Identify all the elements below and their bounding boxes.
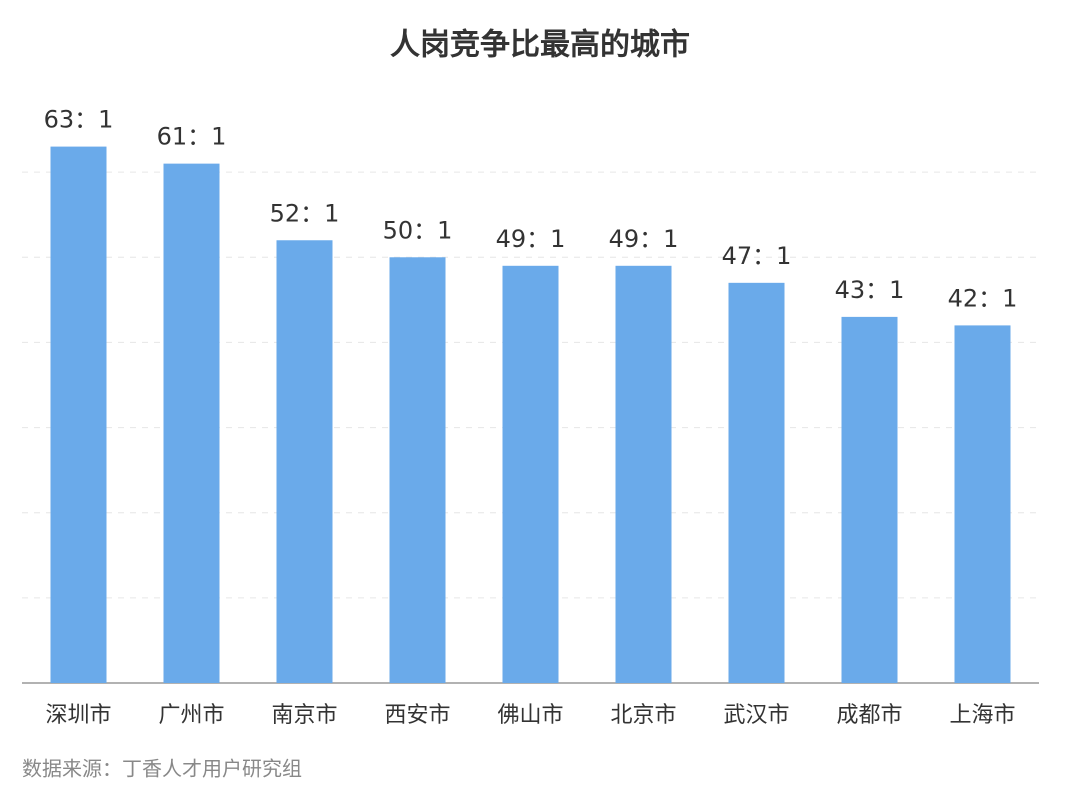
bar — [50, 146, 107, 684]
value-label: 52：1 — [270, 199, 340, 227]
x-tick-label: 佛山市 — [497, 703, 563, 728]
x-tick-label: 南京市 — [271, 703, 337, 728]
bar — [954, 325, 1011, 683]
x-tick-label: 广州市 — [158, 703, 224, 728]
value-label: 49：1 — [609, 225, 679, 253]
value-label: 50：1 — [383, 216, 453, 244]
value-label: 63：1 — [44, 106, 114, 134]
bar — [276, 240, 333, 683]
x-tick-label: 武汉市 — [723, 703, 789, 728]
value-label: 43：1 — [835, 276, 905, 304]
source-note: 数据来源：丁香人才用户研究组 — [22, 757, 302, 781]
bar — [841, 316, 898, 683]
x-tick-label: 成都市 — [836, 703, 902, 728]
value-label: 49：1 — [496, 225, 566, 253]
x-tick-label: 西安市 — [384, 703, 450, 728]
bar — [728, 282, 785, 683]
x-tick-label: 上海市 — [949, 703, 1015, 728]
value-label: 47：1 — [722, 242, 792, 270]
bar — [615, 265, 672, 683]
bar — [163, 163, 220, 684]
x-tick-label: 深圳市 — [45, 703, 111, 728]
bar — [502, 265, 559, 683]
value-label: 61：1 — [157, 123, 227, 151]
chart-title: 人岗竞争比最高的城市 — [390, 28, 690, 63]
value-label: 42：1 — [948, 284, 1018, 312]
x-tick-label: 北京市 — [610, 703, 676, 728]
bar — [389, 257, 446, 683]
